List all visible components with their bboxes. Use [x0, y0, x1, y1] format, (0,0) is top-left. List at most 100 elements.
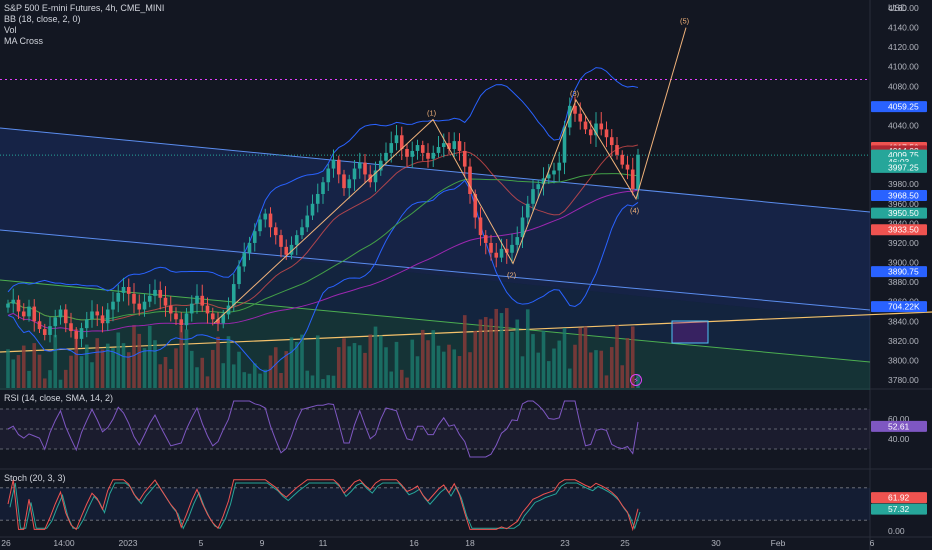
volume-bar [420, 329, 425, 388]
volume-bar [494, 308, 499, 388]
volume-bar [583, 326, 588, 388]
price-tick-label: 3780.00 [888, 375, 919, 385]
candle-body [557, 162, 562, 171]
ma-cross-indicator-label[interactable]: MA Cross [4, 36, 44, 46]
candle-body [242, 252, 247, 267]
rsi-title[interactable]: RSI (14, close, SMA, 14, 2) [4, 393, 114, 403]
volume-bar [168, 368, 173, 388]
price-tag-label: 4009.75 [888, 150, 919, 160]
candle-body [331, 159, 336, 169]
volume-bar [63, 369, 68, 388]
volume-bar [426, 340, 430, 388]
candle-body [478, 217, 483, 236]
bb-upper-band [7, 67, 639, 293]
wave-label: (4) [630, 206, 640, 215]
candle-body [609, 137, 614, 146]
channel-top-line [0, 127, 871, 213]
volume-bar [378, 335, 383, 388]
candle-body [588, 129, 593, 136]
volume-bar [310, 375, 315, 388]
volume-bar [431, 330, 436, 388]
volume-bar [184, 329, 189, 388]
lightning-icon[interactable]: ⚡ [630, 374, 642, 386]
vol-indicator-label[interactable]: Vol [4, 25, 17, 35]
channel-green-line [0, 279, 871, 363]
stoch-d-tag [871, 503, 927, 515]
stoch-title[interactable]: Stoch (20, 3, 3) [4, 473, 66, 483]
volume-bar [158, 364, 163, 388]
candle-body [137, 303, 142, 310]
volume-bar [452, 349, 457, 388]
candle-body [289, 244, 294, 255]
price-tag-bg [871, 224, 927, 236]
candle-body [294, 235, 299, 245]
volume-bar [126, 352, 131, 388]
wave-label: (1) [427, 109, 437, 118]
candle-body [184, 313, 189, 326]
volume-bar [331, 375, 336, 388]
candle-body [284, 246, 289, 255]
volume-bar [216, 336, 220, 388]
candle-body [315, 194, 320, 204]
price-tag-label: 4059.25 [888, 102, 919, 112]
volume-bar [84, 344, 89, 388]
volume-bar [515, 319, 520, 388]
volume-bar [457, 356, 462, 388]
candle-body [578, 113, 583, 122]
price-tag-bg [871, 301, 927, 313]
time-tick-label: Feb [771, 538, 786, 548]
volume-bar [90, 362, 94, 388]
candle-body [630, 169, 635, 190]
volume-bar [321, 379, 325, 388]
candle-body [615, 145, 619, 155]
volume-bar [541, 330, 546, 388]
price-tag-label: 3933.50 [888, 225, 919, 235]
volume-bar [483, 317, 488, 388]
price-tag-label: 3997.25 [888, 162, 919, 172]
time-tick-label: 11 [319, 538, 328, 548]
volume-bar [69, 355, 73, 388]
volume-bars [6, 308, 640, 388]
candle-body [499, 248, 504, 258]
volume-bar [531, 334, 535, 388]
volume-bar [210, 349, 215, 388]
bb-indicator-label[interactable]: BB (18, close, 2, 0) [4, 14, 81, 24]
candle-body [74, 331, 79, 339]
price-tick-label: 3980.00 [888, 179, 919, 189]
volume-bar [552, 348, 556, 388]
candle-body [79, 328, 84, 339]
volume-bar [557, 340, 562, 388]
volume-bar [578, 327, 583, 388]
candle-body [536, 184, 541, 190]
volume-bar [525, 309, 530, 388]
volume-bar [147, 325, 152, 388]
volume-bar [436, 345, 441, 388]
stoch-d-label: 57.32 [888, 504, 910, 514]
symbol-title[interactable]: S&P 500 E-mini Futures, 4h, CME_MINI [4, 3, 165, 13]
price-tick-label: 4100.00 [888, 62, 919, 72]
candle-body [552, 170, 556, 175]
candle-body [27, 306, 31, 317]
candle-body [473, 194, 478, 218]
time-tick-label: 26 [1, 538, 11, 548]
stoch-d-line [9, 482, 641, 530]
candle-body [357, 162, 362, 169]
time-tick-label: 5 [199, 538, 204, 548]
volume-bar [347, 346, 352, 388]
candle-body [100, 315, 105, 324]
time-tick-label: 16 [409, 538, 419, 548]
volume-bar [289, 337, 294, 388]
volume-bar [594, 350, 598, 388]
candle-body [84, 319, 89, 329]
price-tag-label: 3890.75 [888, 267, 919, 277]
candle-body [504, 248, 509, 253]
candle-body [594, 123, 598, 136]
candle-body [546, 174, 551, 179]
candle-body [258, 219, 262, 232]
target-box [671, 320, 709, 344]
volume-bar [11, 359, 16, 388]
price-tag-label: 3950.50 [888, 208, 919, 218]
time-tick-label: 2023 [119, 538, 138, 548]
candle-body [158, 289, 163, 298]
